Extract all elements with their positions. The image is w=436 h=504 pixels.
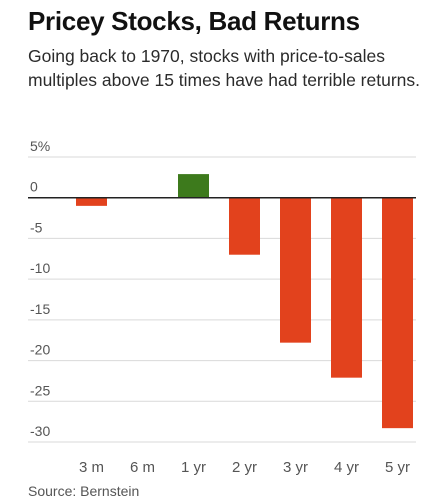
y-tick-label: -20 [30,342,50,358]
bar-4yr [331,197,362,378]
y-tick-label: -30 [30,423,50,439]
y-tick-label: 5% [30,138,50,154]
y-tick-label: -10 [30,260,50,276]
x-axis-tick-labels: 3 m 6 m 1 yr 2 yr 3 yr 4 yr 5 yr [79,459,410,476]
y-tick-label: -25 [30,382,50,398]
bar-3yr [280,197,311,343]
chart-subtitle: Going back to 1970, stocks with price-to… [28,46,421,90]
y-tick-label: -5 [30,219,43,235]
bar-3m [76,197,107,206]
x-tick-label: 6 m [130,459,155,476]
bar-1yr [178,174,209,198]
bar-5yr [382,197,413,429]
bar-2yr [229,197,260,255]
y-tick-label: -15 [30,301,50,317]
x-tick-label: 4 yr [334,459,359,476]
bar-chart: 5% 0 -5 -10 -15 -20 -25 -30 3 m 6 m 1 yr 2 yr 3 yr 4… [28,138,416,476]
x-tick-label: 5 yr [385,459,410,476]
y-axis-tick-labels: 5% 0 -5 -10 -15 -20 -25 -30 [30,138,50,439]
source-note: Source: Bernstein [28,483,140,499]
x-tick-label: 3 m [79,459,104,476]
bars [28,174,416,429]
x-tick-label: 2 yr [232,459,257,476]
x-tick-label: 1 yr [181,459,206,476]
chart-title: Pricey Stocks, Bad Returns [28,6,360,36]
y-tick-label: 0 [30,179,38,195]
x-tick-label: 3 yr [283,459,308,476]
